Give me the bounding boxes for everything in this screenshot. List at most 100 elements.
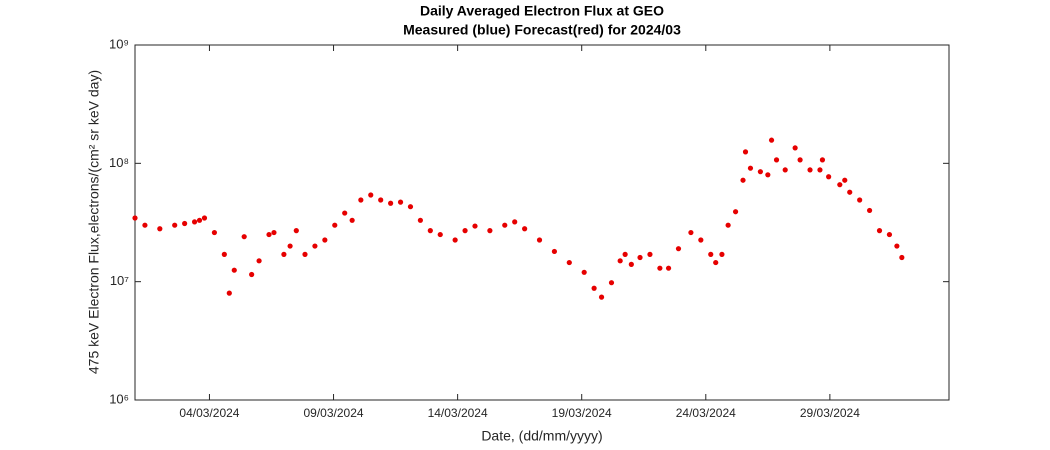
- data-point: [773, 157, 780, 163]
- data-point: [688, 229, 694, 236]
- data-point: [665, 265, 672, 271]
- data-point: [281, 251, 287, 257]
- data-point: [807, 167, 813, 173]
- data-point: [322, 237, 328, 243]
- data-point: [221, 251, 227, 257]
- data-point: [211, 229, 218, 236]
- data-point: [437, 231, 443, 238]
- data-point: [397, 199, 404, 205]
- data-point: [566, 259, 572, 266]
- data-point: [368, 192, 374, 198]
- x-tick-label: 24/03/2024: [676, 406, 736, 420]
- data-point: [226, 290, 232, 296]
- data-point: [899, 254, 905, 261]
- data-point: [725, 222, 731, 228]
- data-point: [249, 271, 255, 278]
- data-point: [637, 254, 643, 261]
- data-point: [842, 177, 848, 183]
- data-point: [172, 222, 178, 228]
- data-point: [512, 219, 518, 225]
- data-point: [462, 228, 468, 234]
- data-point: [591, 285, 597, 291]
- y-tick-label: 10⁹: [109, 36, 129, 51]
- data-point: [817, 167, 823, 173]
- x-tick-label: 09/03/2024: [304, 406, 364, 420]
- data-point: [797, 157, 803, 163]
- data-point: [608, 280, 615, 286]
- data-point: [312, 243, 318, 249]
- data-point: [628, 261, 634, 267]
- data-point: [886, 231, 893, 238]
- data-point: [452, 237, 458, 243]
- data-point: [719, 251, 725, 257]
- data-point: [536, 237, 543, 243]
- data-point: [792, 145, 798, 151]
- data-point: [201, 215, 208, 221]
- data-point: [487, 228, 493, 234]
- data-point: [847, 189, 853, 195]
- data-point: [732, 209, 739, 215]
- data-point: [332, 222, 338, 228]
- plot-frame: [134, 44, 950, 401]
- data-point: [857, 197, 863, 203]
- data-point: [742, 149, 749, 155]
- chart-title: Daily Averaged Electron Flux at GEO: [420, 3, 664, 19]
- data-point: [819, 157, 826, 163]
- data-point: [231, 267, 237, 273]
- data-point: [617, 258, 623, 264]
- data-point: [826, 174, 832, 180]
- data-point: [522, 226, 528, 232]
- data-point: [876, 228, 883, 234]
- data-point: [293, 228, 299, 234]
- data-point: [378, 197, 384, 203]
- x-tick-label: 14/03/2024: [428, 406, 488, 420]
- x-tick-label: 29/03/2024: [800, 406, 860, 420]
- data-point: [675, 246, 682, 252]
- data-point: [472, 223, 478, 229]
- data-point: [866, 207, 873, 214]
- data-point: [358, 197, 364, 203]
- data-point: [598, 294, 605, 300]
- data-point: [157, 226, 163, 232]
- data-point: [647, 251, 653, 257]
- data-point: [768, 137, 775, 143]
- data-point: [708, 251, 714, 257]
- data-point: [713, 259, 719, 266]
- data-point: [271, 229, 277, 236]
- data-point: [342, 210, 348, 216]
- y-tick-label: 10⁶: [109, 391, 129, 406]
- y-tick-label: 10⁷: [110, 273, 129, 288]
- y-tick-label: 10⁸: [109, 155, 129, 170]
- data-point: [622, 251, 628, 257]
- data-point: [657, 265, 663, 271]
- data-point: [894, 243, 900, 249]
- data-point: [256, 258, 262, 264]
- data-point: [427, 228, 433, 234]
- data-point: [302, 251, 308, 257]
- data-point: [388, 200, 394, 206]
- data-point: [287, 243, 293, 249]
- data-point: [757, 169, 763, 175]
- data-point: [266, 231, 272, 238]
- y-axis-label: 475 keV Electron Flux,electrons/(cm² sr …: [86, 70, 102, 374]
- x-tick-label: 19/03/2024: [552, 406, 612, 420]
- data-point: [837, 182, 843, 188]
- data-point: [191, 219, 198, 225]
- x-axis-label: Date, (dd/mm/yyyy): [481, 428, 602, 444]
- data-point: [551, 248, 558, 255]
- x-tick-label: 04/03/2024: [179, 406, 239, 420]
- data-point: [782, 167, 788, 173]
- data-point: [740, 177, 746, 183]
- chart-subtitle: Measured (blue) Forecast(red) for 2024/0…: [403, 22, 681, 38]
- data-point: [765, 172, 771, 178]
- data-point: [407, 204, 414, 210]
- data-point: [698, 237, 704, 243]
- data-point: [196, 217, 203, 223]
- data-point: [349, 217, 355, 223]
- data-point: [417, 217, 423, 223]
- data-point: [132, 215, 138, 221]
- data-point: [142, 222, 148, 228]
- data-point: [581, 269, 587, 275]
- data-point: [747, 165, 754, 171]
